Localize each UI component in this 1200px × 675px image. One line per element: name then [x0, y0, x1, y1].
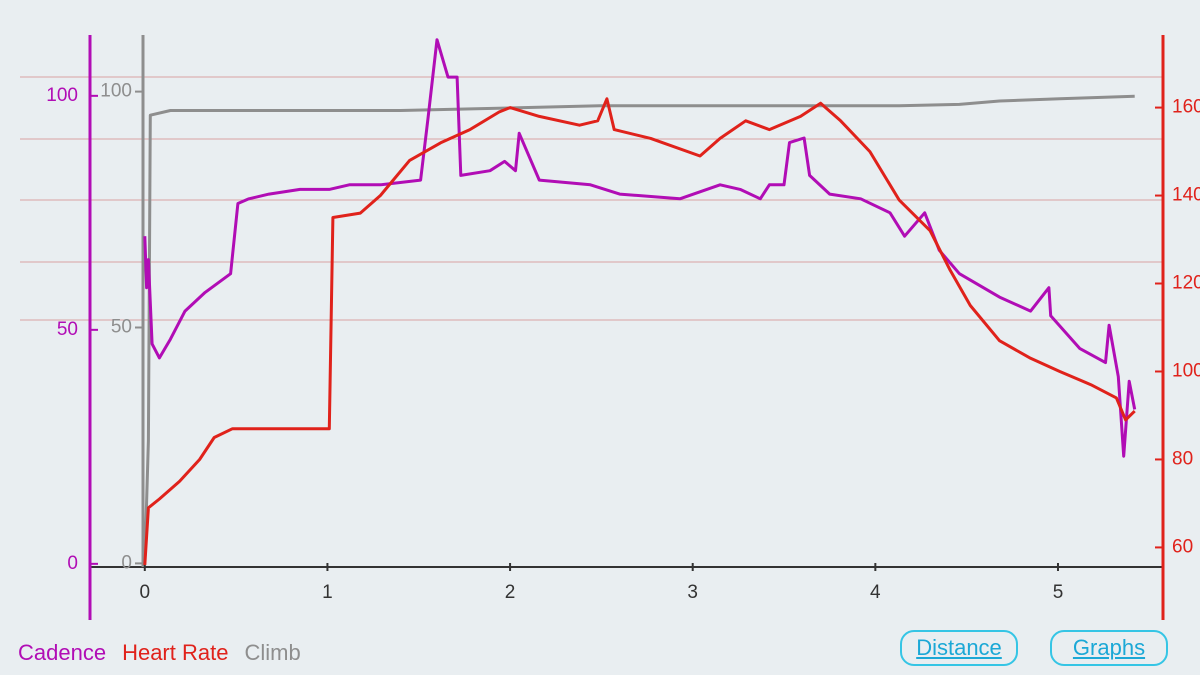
y2-tick-label: 100: [1172, 361, 1200, 382]
y2-tick-label: 140: [1172, 185, 1200, 206]
y2-tick-label: 120: [1172, 273, 1200, 294]
y2-tick-label: 160: [1172, 97, 1200, 118]
x-tick-label: 0: [140, 582, 151, 603]
y3-tick-label: 100: [100, 81, 132, 102]
graphs-button[interactable]: Graphs: [1050, 630, 1168, 666]
y-tick-label: 100: [46, 85, 78, 106]
y3-tick-label: 0: [121, 552, 132, 573]
legend-label: Heart Rate: [122, 640, 228, 665]
series-line: [143, 38, 1137, 458]
legend-label: Cadence: [18, 640, 106, 665]
legend-label: Climb: [244, 640, 300, 665]
y-tick-label: 50: [57, 319, 78, 340]
series-line: [143, 97, 1136, 566]
x-tick-label: 2: [505, 582, 516, 603]
y3-tick-label: 50: [111, 317, 132, 338]
y-tick-label: 0: [67, 553, 78, 574]
y2-tick-label: 80: [1172, 448, 1193, 469]
decor-grid: [20, 76, 1163, 321]
x-tick-label: 4: [870, 582, 881, 603]
y2-tick-label: 60: [1172, 536, 1193, 557]
distance-button[interactable]: Distance: [900, 630, 1018, 666]
series-line: [143, 94, 1135, 564]
x-tick-label: 1: [322, 582, 333, 603]
x-tick-label: 3: [687, 582, 698, 603]
x-tick-label: 5: [1053, 582, 1064, 603]
